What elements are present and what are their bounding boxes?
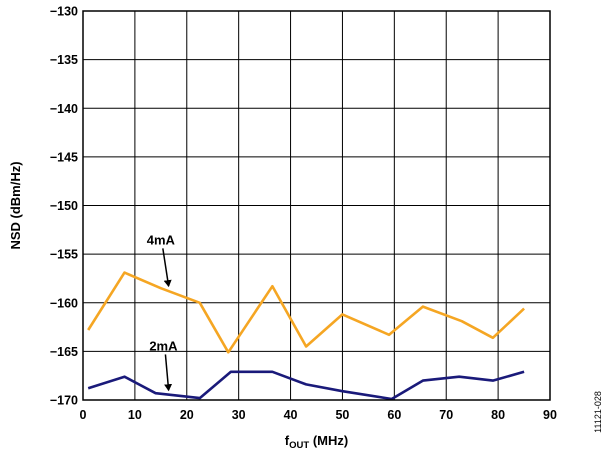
x-tick-label: 80 (491, 408, 505, 422)
y-tick-label: −150 (50, 199, 78, 213)
x-tick-label: 90 (543, 408, 557, 422)
x-tick-label: 60 (387, 408, 401, 422)
x-tick-label: 20 (180, 408, 194, 422)
series-label-2ma: 2mA (149, 338, 178, 353)
y-tick-label: −165 (50, 345, 78, 359)
x-tick-label: 30 (232, 408, 246, 422)
y-tick-label: −155 (50, 248, 78, 262)
y-axis-label: NSD (dBm/Hz) (8, 161, 23, 249)
x-tick-label: 40 (284, 408, 298, 422)
x-tick-label: 0 (80, 408, 87, 422)
series-arrow-4ma (162, 248, 172, 288)
y-tick-label: −145 (50, 150, 78, 164)
series-label-4ma: 4mA (147, 232, 176, 247)
series-line-4ma (87, 271, 525, 354)
y-tick-label: −160 (50, 296, 78, 310)
series-line-2ma (87, 370, 525, 401)
y-tick-label: −135 (50, 53, 78, 67)
x-tick-label: 10 (128, 408, 142, 422)
x-tick-label: 70 (439, 408, 453, 422)
plot-frame (82, 10, 551, 401)
series-annotations: 4mA 2mA (147, 232, 178, 392)
series-arrow-2ma (164, 354, 173, 392)
series-lines (87, 271, 525, 401)
x-tick-label: 50 (335, 408, 349, 422)
x-axis-label-main: f (285, 433, 290, 448)
figure-id: 11121-028 (593, 391, 603, 433)
x-axis-label: fOUT (MHz) (285, 433, 348, 451)
y-tick-label: −170 (50, 394, 78, 408)
x-axis-label-subscript: OUT (289, 440, 309, 451)
y-tick-label: −140 (50, 102, 78, 116)
x-axis-label-unit: (MHz) (309, 433, 348, 448)
y-tick-label: −130 (50, 5, 78, 19)
x-tick-labels: 0 10 20 30 40 50 60 70 80 90 (80, 408, 557, 422)
y-tick-labels: −130 −135 −140 −145 −150 −155 −160 −165 −170 (50, 5, 78, 408)
